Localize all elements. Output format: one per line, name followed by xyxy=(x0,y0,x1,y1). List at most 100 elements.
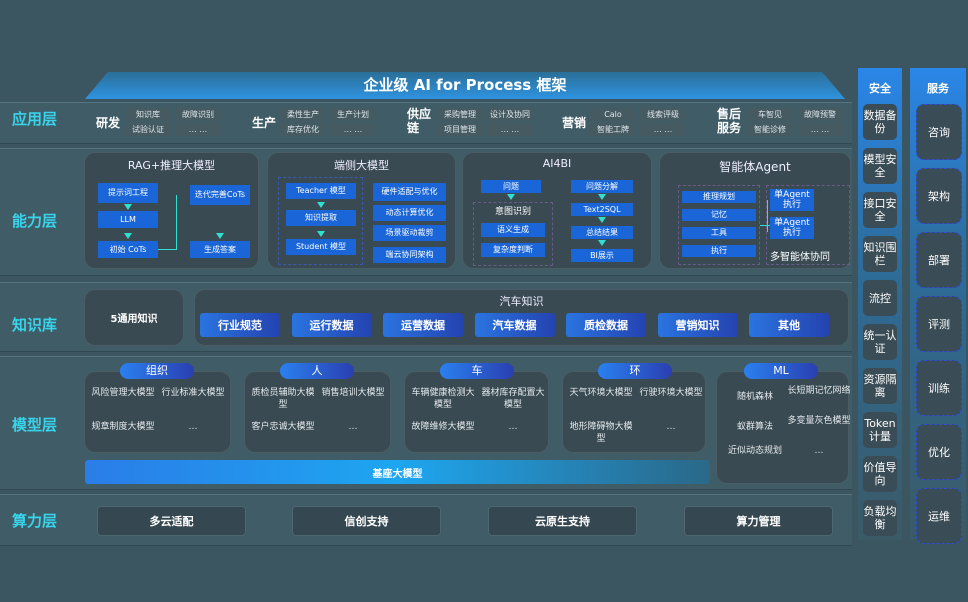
app-item-chip[interactable]: … … xyxy=(175,123,221,136)
model-item: … xyxy=(508,422,518,432)
security-item[interactable]: 价值导向 xyxy=(863,456,897,492)
app-item-chip[interactable]: 项目管理 xyxy=(437,123,483,136)
app-group-label: 营销 xyxy=(562,116,587,130)
service-item[interactable]: 评测 xyxy=(916,296,962,352)
app-item-chip[interactable]: 试验认证 xyxy=(125,123,171,136)
knowledge-item-button[interactable]: 质检数据 xyxy=(566,313,646,337)
security-item[interactable]: 模型安全 xyxy=(863,148,897,184)
layer-label-capability: 能力层 xyxy=(12,212,58,230)
arrow-icon xyxy=(598,194,606,200)
app-item-chip[interactable]: … … xyxy=(797,123,843,136)
knowledge-item-button[interactable]: 营销知识 xyxy=(657,313,738,337)
arrow-icon xyxy=(317,231,325,237)
ai4bi-panel: AI4BI 问题 意图识别 语义生成 复杂度判断 问题分解 Text2SQL 总结结… xyxy=(463,153,651,268)
app-item-chip[interactable]: 智能工牌 xyxy=(590,123,636,136)
model-group-pill: ML xyxy=(744,363,818,379)
edge-optimization-box: 硬件适配与优化 xyxy=(373,183,446,201)
compute-item-button[interactable]: 云原生支持 xyxy=(489,507,636,535)
auto-knowledge-panel: 汽车知识 行业规范 运行数据 运营数据 汽车数据 质检数据 营销知识 其他 xyxy=(195,290,848,345)
app-item-chip[interactable]: 生产计划 xyxy=(330,108,376,121)
rag-panel: RAG+推理大模型 提示词工程 LLM 初始 CoTs 迭代完善CoTs 生成答… xyxy=(85,153,258,268)
general-knowledge-box: 5通用知识 xyxy=(85,290,183,345)
security-column: 安全 数据备份 模型安全 接口安全 知识围栏 流控 统一认证 资源隔离 Token计量 价值导向负… xyxy=(858,68,902,540)
model-item: 蚁群算法 xyxy=(736,422,773,432)
app-item-chip[interactable]: … … xyxy=(330,123,376,136)
knowledge-item-button[interactable]: 运行数据 xyxy=(291,313,372,337)
generate-answer-box: 生成答案 xyxy=(190,241,250,258)
service-item[interactable]: 优化 xyxy=(916,424,962,480)
knowledge-item-button[interactable]: 行业规范 xyxy=(200,313,280,337)
security-item[interactable]: 接口安全 xyxy=(863,192,897,228)
compute-item-button[interactable]: 算力管理 xyxy=(685,507,832,535)
model-item: 风险管理大模型 xyxy=(91,388,155,398)
model-group-panel xyxy=(245,372,390,452)
app-item-chip[interactable]: 智能诊修 xyxy=(747,123,793,136)
initial-cots-box: 初始 CoTs xyxy=(98,241,158,258)
model-group-pill: 人 xyxy=(280,363,354,379)
compute-item-button[interactable]: 多云适配 xyxy=(98,507,245,535)
security-item[interactable]: 流控 xyxy=(863,280,897,316)
security-item[interactable]: Token计量 xyxy=(863,412,897,448)
model-item: … xyxy=(814,446,824,456)
service-column: 服务 咨询 架构 部署 评测 训练 优化 运维 xyxy=(910,68,966,544)
bi-step-box: Text2SQL xyxy=(571,203,633,216)
agent-component-box: 执行 xyxy=(682,245,756,257)
complexity-box: 复杂度判断 xyxy=(481,243,545,257)
model-item: 地形障碍物大模型 xyxy=(569,422,633,444)
edge-optimization-box: 端云协同架构 xyxy=(373,247,446,263)
service-item[interactable]: 架构 xyxy=(916,168,962,224)
model-item: 客户忠诚大模型 xyxy=(251,422,315,432)
layer-label-compute: 算力层 xyxy=(12,512,58,530)
framework-title: 企业级 AI for Process 框架 xyxy=(85,72,845,99)
bi-step-box: 总结结果 xyxy=(571,226,633,239)
security-item[interactable]: 统一认证 xyxy=(863,324,897,360)
agent-components-group xyxy=(678,185,760,265)
security-item[interactable]: 数据备份 xyxy=(863,104,897,140)
model-item: … xyxy=(188,422,198,432)
teacher-model-box: Teacher 模型 xyxy=(286,183,356,199)
layer-label-knowledge: 知识库 xyxy=(12,316,58,334)
layer-label-model: 模型层 xyxy=(12,416,58,434)
service-item[interactable]: 运维 xyxy=(916,488,962,544)
app-item-chip[interactable]: 线索评级 xyxy=(640,108,686,121)
knowledge-item-button[interactable]: 汽车数据 xyxy=(474,313,555,337)
service-item[interactable]: 部署 xyxy=(916,232,962,288)
app-item-chip[interactable]: 柔性生产 xyxy=(280,108,326,121)
app-group-label: 供应链 xyxy=(407,107,432,135)
compute-item-button[interactable]: 信创支持 xyxy=(293,507,440,535)
knowledge-item-button[interactable]: 运营数据 xyxy=(383,313,463,337)
app-item-chip[interactable]: Calo xyxy=(590,108,636,121)
app-item-chip[interactable]: 设计及协同 xyxy=(487,108,533,121)
model-item: 行驶环境大模型 xyxy=(639,388,703,398)
arrow-icon xyxy=(124,233,132,239)
model-item: … xyxy=(666,422,676,432)
edge-optimization-box: 场景驱动裁剪 xyxy=(373,225,446,241)
knowledge-item-button[interactable]: 其他 xyxy=(749,313,829,337)
model-item: 销售培训大模型 xyxy=(321,388,385,398)
model-item: 近似动态规划 xyxy=(727,446,782,456)
service-item[interactable]: 训练 xyxy=(916,360,962,416)
model-item: 规章制度大模型 xyxy=(91,422,155,432)
arrow-icon xyxy=(598,240,606,246)
app-group-label: 生产 xyxy=(252,116,277,130)
app-item-chip[interactable]: 采购管理 xyxy=(437,108,483,121)
app-item-chip[interactable]: 库存优化 xyxy=(280,123,326,136)
service-item[interactable]: 咨询 xyxy=(916,104,962,160)
app-item-chip[interactable]: … … xyxy=(640,123,686,136)
agent-component-box: 工具 xyxy=(682,227,756,239)
security-item[interactable]: 负载均衡 xyxy=(863,500,897,536)
app-item-chip[interactable]: 故障识别 xyxy=(175,108,221,121)
base-model-bar: 基座大模型 xyxy=(85,460,710,484)
question-box: 问题 xyxy=(481,180,541,193)
security-item[interactable]: 知识围栏 xyxy=(863,236,897,272)
semantic-box: 语义生成 xyxy=(481,223,545,237)
security-item[interactable]: 资源隔离 xyxy=(863,368,897,404)
app-item-chip[interactable]: 故障预警 xyxy=(797,108,843,121)
knowledge-extract-box: 知识提取 xyxy=(286,210,356,226)
app-item-chip[interactable]: … … xyxy=(487,123,533,136)
connector-line xyxy=(158,249,176,250)
model-group-panel xyxy=(405,372,548,452)
app-item-chip[interactable]: 车智见 xyxy=(747,108,793,121)
app-item-chip[interactable]: 知识库 xyxy=(125,108,171,121)
model-item: 车辆健康检测大模型 xyxy=(411,388,475,410)
